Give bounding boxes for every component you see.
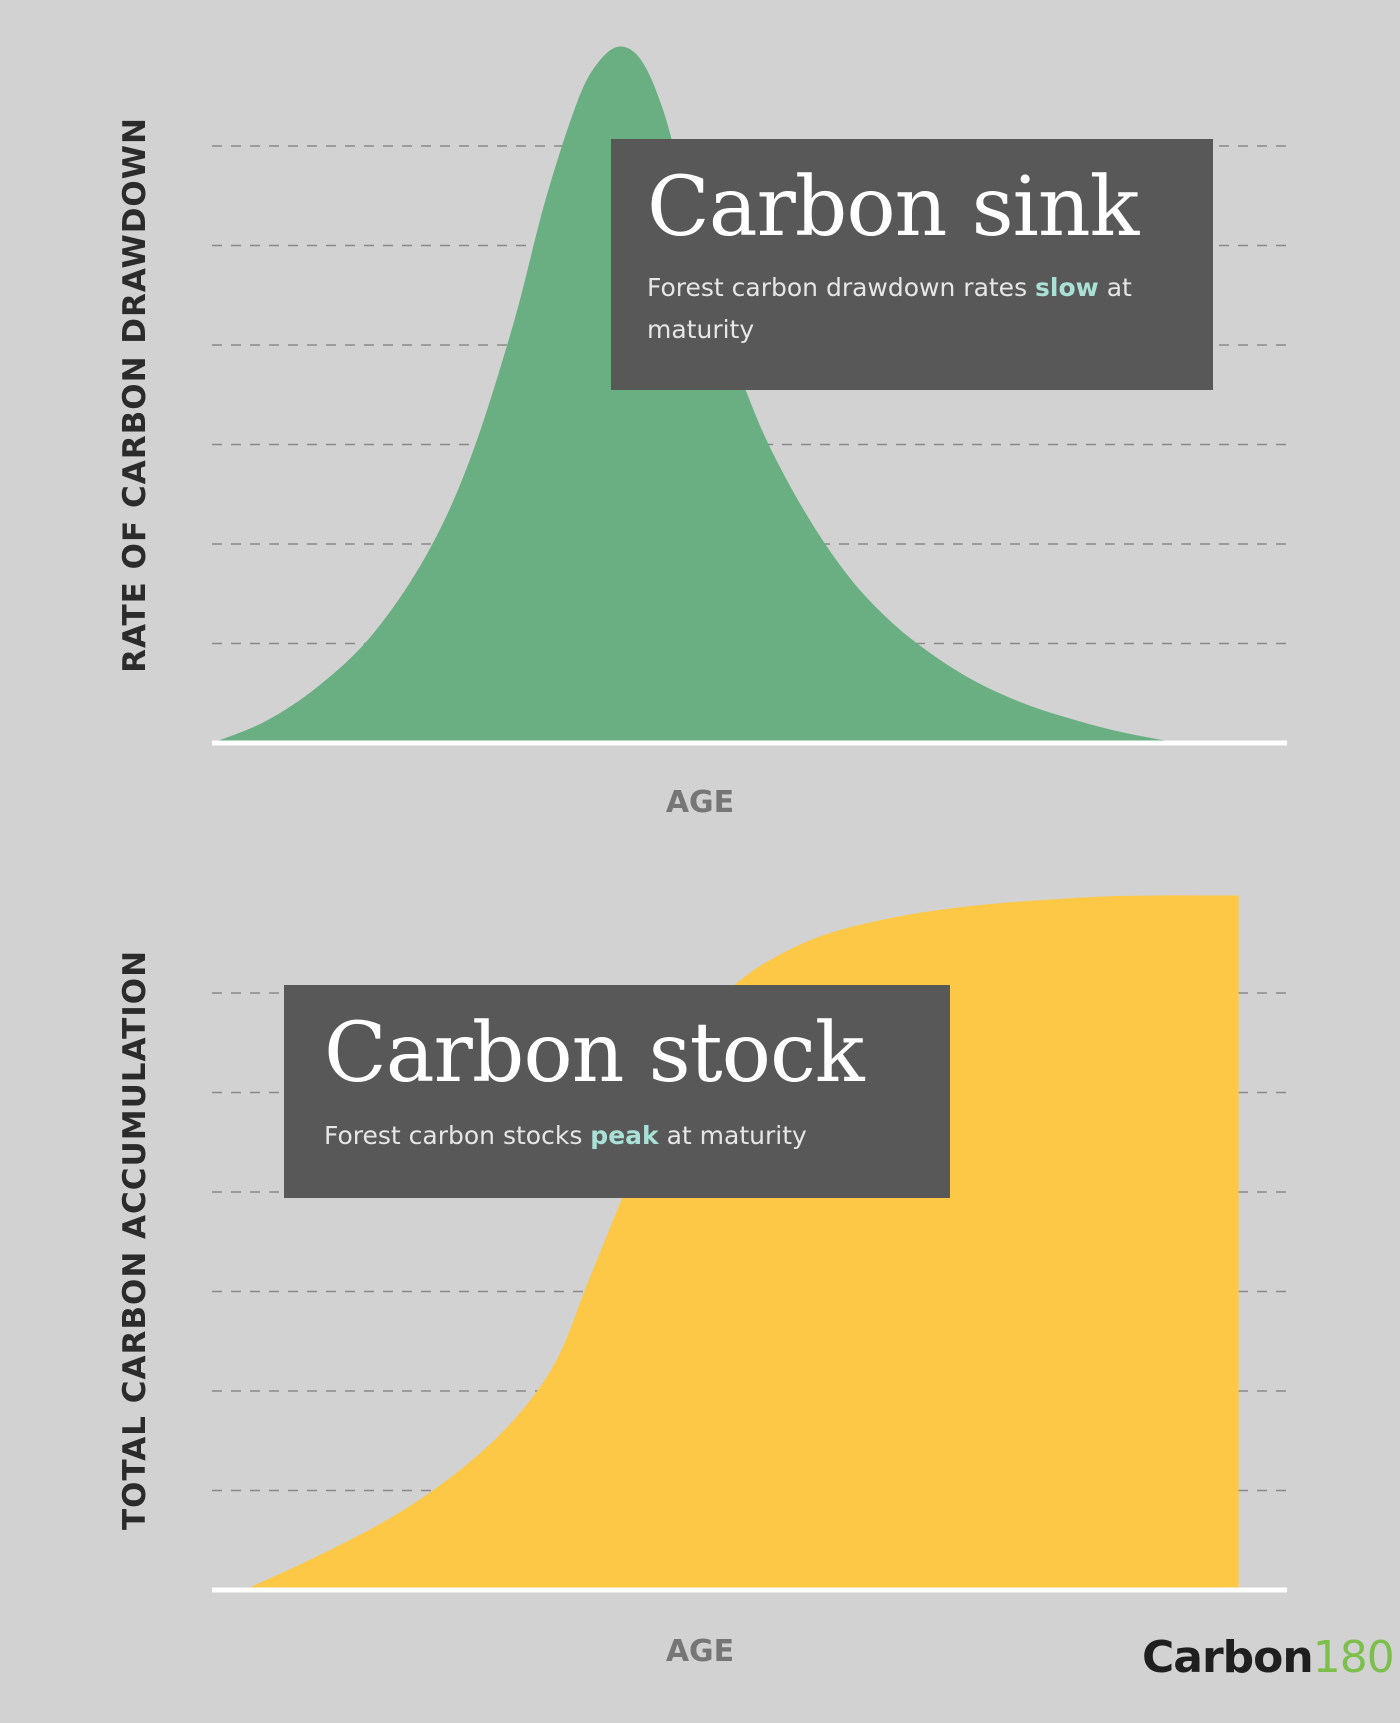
logo-number: 180 [1312,1632,1395,1683]
carbon-stock-description: Forest carbon stocks peak at maturity [324,1115,920,1157]
carbon-sink-text-after: at maturity [647,273,1132,344]
carbon-sink-description: Forest carbon drawdown rates slow at mat… [647,267,1183,351]
sink-x-axis-label: AGE [666,785,734,820]
carbon-sink-highlight: slow [1035,273,1099,302]
carbon-stock-text-after: at maturity [658,1121,807,1150]
stock-y-axis-label: TOTAL CARBON ACCUMULATION [117,950,153,1530]
carbon-stock-callout: Carbon stock Forest carbon stocks peak a… [284,985,950,1198]
carbon-sink-callout: Carbon sink Forest carbon drawdown rates… [611,139,1213,390]
stock-area [244,895,1239,1590]
sink-area [212,46,1180,743]
sink-y-axis-label: RATE OF CARBON DRAWDOWN [117,117,153,673]
carbon-stock-highlight: peak [590,1121,659,1150]
stock-chart: TOTAL CARBON ACCUMULATION AGE [117,895,1287,1669]
logo-wordmark: Carbon [1142,1632,1314,1683]
carbon-sink-text-before: Forest carbon drawdown rates [647,273,1036,302]
carbon180-logo: Carbon180 [1142,1632,1395,1683]
carbon-stock-title: Carbon stock [324,1006,865,1101]
carbon-stock-text-before: Forest carbon stocks [324,1121,591,1150]
stock-x-axis-label: AGE [666,1634,734,1669]
carbon-sink-title: Carbon sink [647,160,1139,255]
sink-chart: RATE OF CARBON DRAWDOWN AGE [117,46,1287,820]
